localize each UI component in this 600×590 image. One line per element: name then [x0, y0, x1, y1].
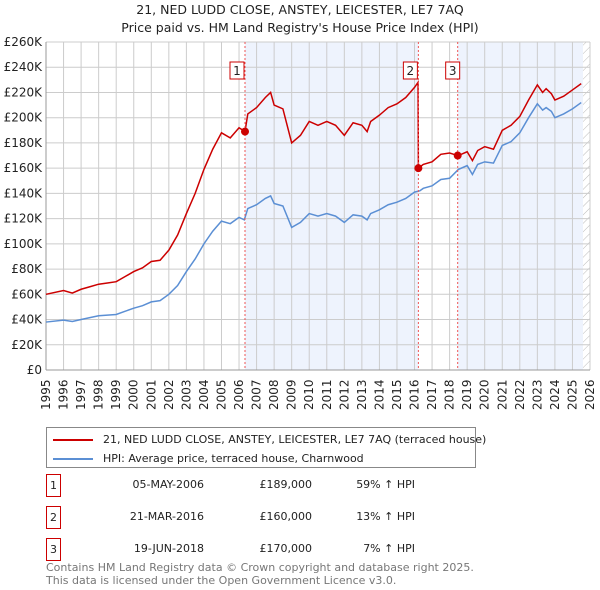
footer-copyright: Contains HM Land Registry data © Crown c…	[46, 561, 474, 574]
sale-number: 2	[46, 506, 61, 529]
x-tick-label: 2019	[460, 379, 474, 410]
y-tick-label: £0	[27, 363, 42, 377]
x-tick-label: 2011	[320, 379, 334, 410]
legend: 21, NED LUDD CLOSE, ANSTEY, LEICESTER, L…	[46, 427, 486, 468]
chart-subtitle: Price paid vs. HM Land Registry's House …	[121, 20, 478, 35]
legend-label: HPI: Average price, terraced house, Char…	[103, 452, 364, 465]
x-tick-label: 1998	[92, 379, 106, 410]
x-tick-label: 2010	[302, 379, 316, 410]
sale-date: 19-JUN-2018	[133, 542, 204, 555]
x-tick-label: 1999	[109, 379, 123, 410]
sale-point	[240, 127, 249, 136]
sale-row: 1 05-MAY-2006 £189,000 59% ↑ HPI	[46, 474, 446, 497]
y-tick-label: £20K	[11, 338, 43, 352]
sale-row: 3 19-JUN-2018 £170,000 7% ↑ HPI	[46, 538, 446, 561]
x-tick-label: 2025	[565, 379, 579, 410]
forecast-hatch	[582, 42, 590, 370]
y-tick-label: £240K	[4, 60, 44, 74]
x-tick-label: 2005	[214, 379, 228, 410]
sale-marker-box	[402, 61, 418, 80]
sale-date: 05-MAY-2006	[132, 478, 204, 491]
y-tick-label: £120K	[4, 212, 44, 226]
chart-title: 21, NED LUDD CLOSE, ANSTEY, LEICESTER, L…	[136, 2, 464, 17]
sale-marker-label: 3	[449, 64, 457, 78]
y-tick-label: £220K	[4, 85, 44, 99]
legend-item-hpi: HPI: Average price, terraced house, Char…	[53, 452, 364, 465]
x-tick-label: 2015	[390, 379, 404, 410]
x-tick-label: 2026	[583, 379, 597, 410]
y-tick-label: £180K	[4, 136, 44, 150]
y-tick-label: £140K	[4, 186, 44, 200]
sale-number: 3	[46, 538, 61, 561]
footer-licence: This data is licensed under the Open Gov…	[46, 574, 397, 587]
x-tick-label: 2008	[267, 379, 281, 410]
series-line	[45, 101, 582, 323]
x-tick-label: 1996	[57, 379, 71, 410]
sale-marker-box	[229, 61, 245, 80]
sale-marker-label: 1	[233, 64, 241, 78]
sale-price: £160,000	[259, 510, 313, 523]
sale-marker-label: 2	[407, 64, 415, 78]
y-tick-label: £200K	[4, 111, 44, 125]
sale-price: £170,000	[259, 542, 313, 555]
x-tick-label: 2009	[285, 379, 299, 410]
sale-row: 2 21-MAR-2016 £160,000 13% ↑ HPI	[46, 506, 446, 529]
x-tick-label: 2017	[425, 379, 439, 410]
y-tick-label: £60K	[11, 287, 43, 301]
sale-marker-box	[445, 61, 461, 80]
x-tick-label: 2016	[408, 379, 422, 410]
x-tick-label: 2004	[197, 379, 211, 410]
legend-swatch-red	[53, 438, 93, 441]
x-tick-label: 2012	[337, 379, 351, 410]
series-line	[45, 79, 582, 296]
x-tick-label: 2020	[478, 379, 492, 410]
y-tick-label: £80K	[11, 262, 43, 276]
x-tick-label: 2000	[127, 379, 141, 410]
sale-hpi-change: 7% ↑ HPI	[363, 542, 415, 555]
x-tick-label: 2018	[443, 379, 457, 410]
sale-hpi-change: 59% ↑ HPI	[356, 478, 415, 491]
price-chart: 21, NED LUDD CLOSE, ANSTEY, LEICESTER, L…	[4, 2, 597, 410]
sale-price: £189,000	[259, 478, 313, 491]
sale-number: 1	[46, 474, 61, 497]
x-tick-label: 2023	[530, 379, 544, 410]
x-tick-label: 2007	[250, 379, 264, 410]
x-tick-label: 2013	[355, 379, 369, 410]
y-tick-label: £40K	[11, 313, 43, 327]
shaded-region	[457, 42, 583, 370]
x-tick-label: 2003	[179, 379, 193, 410]
x-tick-label: 2022	[513, 379, 527, 410]
x-tick-label: 2024	[548, 379, 562, 410]
x-tick-label: 1997	[74, 379, 88, 410]
footer: Contains HM Land Registry data © Crown c…	[46, 561, 474, 587]
legend-swatch-blue	[53, 457, 93, 460]
y-tick-label: £100K	[4, 237, 44, 251]
sale-point	[453, 151, 462, 160]
y-tick-label: £260K	[4, 35, 44, 49]
legend-item-property: 21, NED LUDD CLOSE, ANSTEY, LEICESTER, L…	[53, 433, 486, 446]
sale-date: 21-MAR-2016	[129, 510, 204, 523]
x-tick-label: 2002	[162, 379, 176, 410]
x-tick-label: 2021	[495, 379, 509, 410]
y-tick-label: £160K	[4, 161, 44, 175]
sale-hpi-change: 13% ↑ HPI	[356, 510, 415, 523]
x-tick-label: 2001	[144, 379, 158, 410]
x-tick-label: 2014	[372, 379, 386, 410]
x-tick-label: 2006	[232, 379, 246, 410]
legend-label: 21, NED LUDD CLOSE, ANSTEY, LEICESTER, L…	[103, 433, 487, 446]
x-tick-label: 1995	[39, 379, 53, 410]
sale-point	[414, 164, 423, 173]
